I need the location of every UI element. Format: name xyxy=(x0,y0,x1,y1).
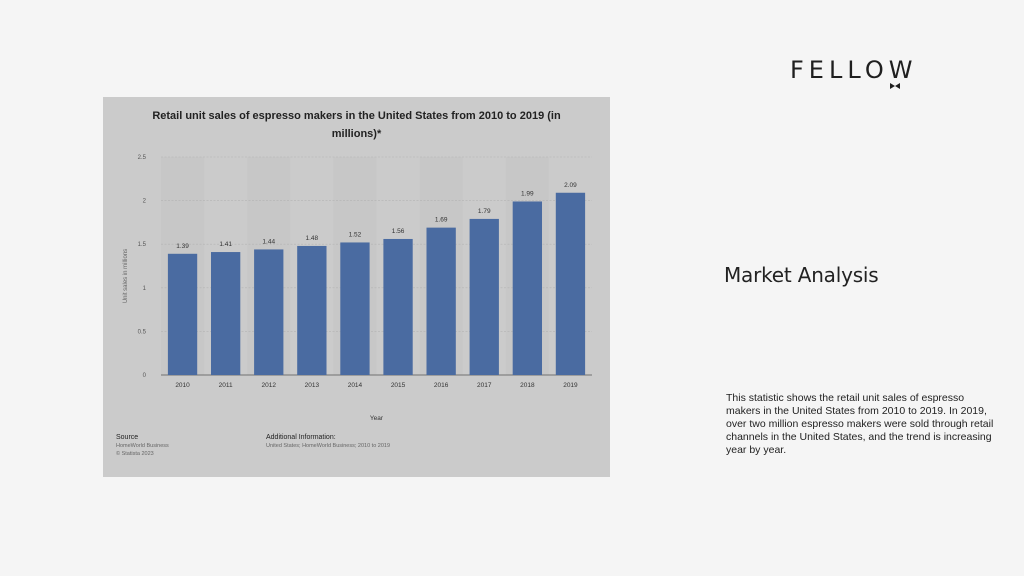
data-label: 1.52 xyxy=(349,231,362,238)
x-axis-title: Year xyxy=(370,415,384,422)
bar xyxy=(210,252,241,375)
bar xyxy=(254,249,284,375)
x-tick-label: 2016 xyxy=(434,382,449,389)
bar xyxy=(383,238,413,375)
data-label: 2.09 xyxy=(564,182,577,189)
data-label: 1.39 xyxy=(176,243,189,250)
y-tick-label: 1 xyxy=(143,286,147,292)
source-line: HomeWorld Business xyxy=(116,443,169,449)
bar-chart: 00.511.522.51.3920101.4120111.4420121.48… xyxy=(123,155,592,422)
bar xyxy=(555,192,586,375)
y-tick-label: 2 xyxy=(143,199,147,205)
y-tick-label: 0 xyxy=(143,373,147,379)
bar xyxy=(167,253,198,375)
x-tick-label: 2014 xyxy=(348,382,363,389)
source-line: © Statista 2023 xyxy=(116,451,154,457)
y-tick-label: 2.5 xyxy=(138,155,147,161)
brand-logo: FELLOW xyxy=(790,56,920,96)
data-label: 1.99 xyxy=(521,190,534,197)
x-tick-label: 2011 xyxy=(219,382,233,389)
x-tick-label: 2017 xyxy=(477,382,492,389)
x-tick-label: 2018 xyxy=(520,382,535,389)
data-label: 1.69 xyxy=(435,217,448,224)
bar xyxy=(469,218,499,375)
x-tick-label: 2015 xyxy=(391,382,406,389)
data-label: 1.79 xyxy=(478,208,491,215)
bowtie-icon xyxy=(890,83,900,89)
section-description: This statistic shows the retail unit sal… xyxy=(726,392,994,456)
x-tick-label: 2012 xyxy=(262,382,277,389)
data-label: 1.41 xyxy=(219,241,232,248)
x-tick-label: 2019 xyxy=(563,382,578,389)
y-axis-title: Unit sales in millions xyxy=(123,249,129,303)
data-label: 1.48 xyxy=(306,235,319,242)
additional-info-label: Additional Information: xyxy=(266,434,336,441)
additional-info-line: United States; HomeWorld Business; 2010 … xyxy=(266,443,391,449)
source-label: Source xyxy=(116,434,139,441)
bar xyxy=(297,245,327,375)
x-tick-label: 2010 xyxy=(175,382,190,389)
data-label: 1.44 xyxy=(262,238,275,245)
bar xyxy=(426,227,456,375)
bar xyxy=(340,242,370,375)
brand-wordmark: FELLOW xyxy=(790,56,918,84)
data-label: 1.56 xyxy=(392,228,405,235)
chart-panel: 0 0.5 1 1.5 2 2.5 1.39 2010 1.41 2011 1.44 2012 1.48… xyxy=(103,97,610,477)
y-tick-label: 1.5 xyxy=(138,242,147,248)
y-tick-label: 0.5 xyxy=(138,329,147,335)
section-title: Market Analysis xyxy=(724,263,879,287)
x-tick-label: 2013 xyxy=(305,382,320,389)
bar xyxy=(512,201,543,375)
chart-title: Retail unit sales of espresso makers in … xyxy=(152,110,561,140)
